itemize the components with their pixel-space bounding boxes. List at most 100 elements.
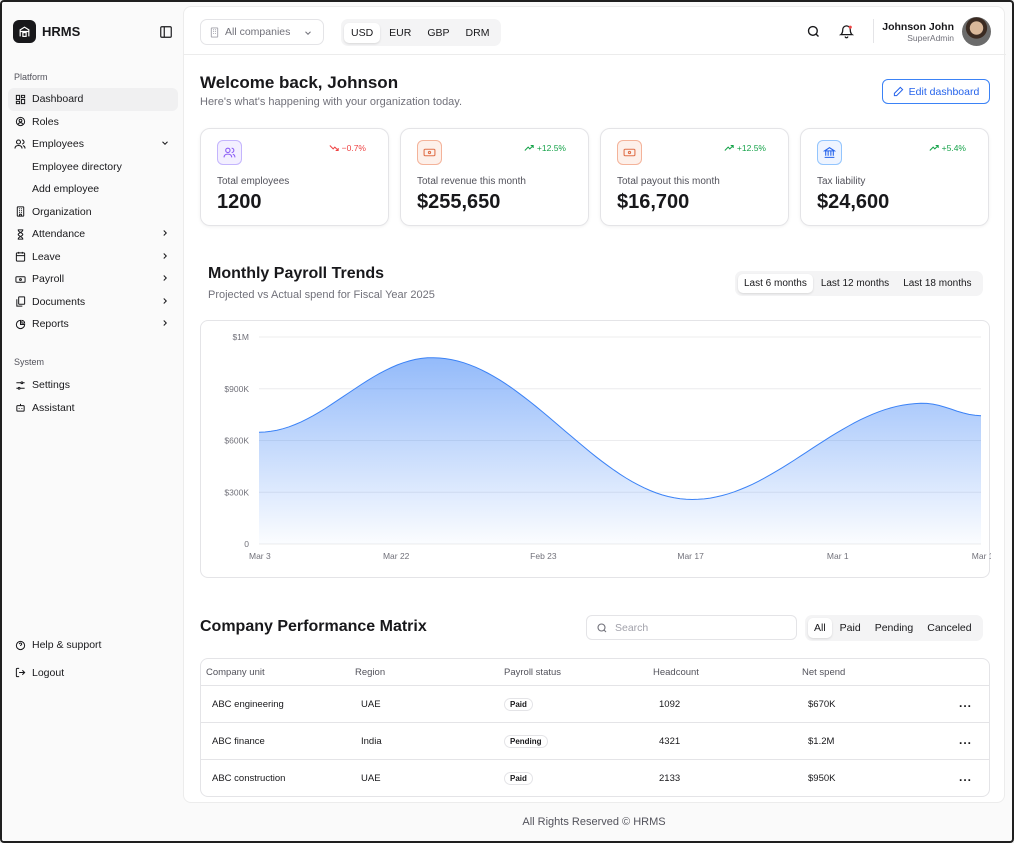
filter-canceled[interactable]: Canceled [927, 622, 972, 634]
more-actions-icon[interactable]: ... [959, 770, 973, 784]
more-actions-icon[interactable]: ... [959, 696, 973, 710]
sidebar-item-label: Employee directory [32, 160, 122, 173]
search-placeholder: Search [615, 621, 649, 634]
chart-line [258, 357, 982, 501]
column-header[interactable]: Headcount [653, 667, 699, 678]
sidebar-item-label: Dashboard [32, 93, 84, 106]
y-tick-label: $300K [224, 487, 249, 497]
topbar: All companies USD EUR GBP DRM Johnson Jo… [184, 7, 1006, 55]
edit-dashboard-button[interactable]: Edit dashboard [882, 79, 990, 104]
cell-unit: ABC engineering [212, 699, 284, 710]
table-row[interactable]: ABC engineering UAE Paid 1092 $670K ... [201, 686, 989, 723]
chart-area [259, 357, 981, 544]
filter-all[interactable]: All [808, 618, 832, 638]
hrms-logo-icon [13, 20, 36, 43]
banknote-icon [417, 140, 442, 165]
filter-pending[interactable]: Pending [874, 622, 914, 634]
company-select[interactable]: All companies [200, 19, 324, 45]
table-row[interactable]: ABC finance India Pending 4321 $1.2M ... [201, 723, 989, 760]
sidebar-item-organization[interactable]: Organization [8, 201, 178, 224]
users-icon [14, 138, 26, 150]
currency-drm[interactable]: DRM [465, 26, 490, 39]
stat-label: Total employees [217, 176, 290, 187]
sidebar-item-label: Reports [32, 318, 69, 331]
cell-headcount: 4321 [659, 736, 681, 747]
range-6-months[interactable]: Last 6 months [738, 274, 813, 293]
stat-card-revenue: +12.5% Total revenue this month $255,650 [400, 128, 589, 226]
cell-headcount: 2133 [659, 773, 681, 784]
section-label-platform: Platform [14, 72, 48, 82]
currency-usd[interactable]: USD [344, 22, 381, 43]
sidebar-item-add-employee[interactable]: Add employee [8, 178, 178, 201]
sidebar-item-documents[interactable]: Documents [8, 291, 178, 314]
bell-icon[interactable] [839, 24, 854, 39]
x-tick-label: Mar 1 [827, 551, 849, 561]
sidebar-item-settings[interactable]: Settings [8, 374, 178, 397]
cell-region: UAE [361, 773, 381, 784]
range-18-months[interactable]: Last 18 months [903, 278, 972, 289]
documents-icon [14, 296, 26, 308]
bank-icon [817, 140, 842, 165]
building-icon [210, 26, 219, 38]
chevron-right-icon [163, 230, 167, 236]
table-row[interactable]: ABC construction UAE Paid 2133 $950K ... [201, 760, 989, 796]
x-tick-label: Mar 3 [249, 551, 271, 561]
chevron-down-icon [162, 141, 168, 145]
sidebar-toggle-icon[interactable] [159, 25, 173, 39]
roles-icon [14, 116, 26, 128]
sidebar-item-label: Assistant [32, 401, 75, 414]
stat-label: Total revenue this month [417, 176, 526, 187]
brand[interactable]: HRMS [13, 20, 80, 43]
column-header[interactable]: Company unit [206, 667, 265, 678]
sidebar-item-employees[interactable]: Employees [8, 133, 178, 156]
cell-region: UAE [361, 699, 381, 710]
page-title: Welcome back, Johnson [200, 73, 399, 92]
sliders-icon [14, 379, 26, 391]
more-actions-icon[interactable]: ... [959, 733, 973, 747]
stat-card-tax: +5.4% Tax liability $24,600 [800, 128, 989, 226]
range-12-months[interactable]: Last 12 months [820, 278, 890, 289]
cell-spend: $1.2M [808, 736, 835, 747]
performance-table: Company unit Region Payroll status Headc… [200, 658, 990, 797]
sidebar-item-leave[interactable]: Leave [8, 246, 178, 269]
main-panel: All companies USD EUR GBP DRM Johnson Jo… [183, 6, 1006, 803]
cell-headcount: 1092 [659, 699, 681, 710]
trend-up-icon [524, 144, 534, 151]
sidebar-item-logout[interactable]: Logout [8, 662, 178, 685]
sidebar-item-roles[interactable]: Roles [8, 111, 178, 134]
currency-gbp[interactable]: GBP [427, 26, 450, 39]
stat-change-value: +12.5% [736, 143, 766, 153]
building-icon [14, 206, 26, 218]
stat-card-employees: −0.7% Total employees 1200 [200, 128, 389, 226]
brand-name: HRMS [42, 24, 81, 39]
currency-eur[interactable]: EUR [389, 26, 412, 39]
sidebar-item-employee-directory[interactable]: Employee directory [8, 156, 178, 179]
sidebar-item-dashboard[interactable]: Dashboard [8, 88, 178, 111]
stat-label: Total payout this month [617, 176, 720, 187]
sidebar-system-nav: Settings Assistant [8, 374, 178, 419]
sidebar-item-payroll[interactable]: Payroll [8, 268, 178, 291]
sidebar-item-attendance[interactable]: Attendance [8, 223, 178, 246]
column-header[interactable]: Net spend [802, 667, 846, 678]
avatar[interactable] [962, 17, 991, 46]
sidebar-item-help[interactable]: Help & support [8, 634, 178, 657]
sidebar-item-assistant[interactable]: Assistant [8, 397, 178, 420]
search-input[interactable]: Search [586, 615, 797, 640]
sidebar-item-reports[interactable]: Reports [8, 313, 178, 336]
filter-paid[interactable]: Paid [839, 622, 861, 634]
sidebar-item-label: Documents [32, 295, 86, 308]
currency-switch: USD EUR GBP DRM [341, 19, 502, 46]
edit-dashboard-label: Edit dashboard [908, 85, 980, 98]
x-tick-label: Mar 14 [972, 551, 991, 561]
stat-card-payout: +12.5% Total payout this month $16,700 [600, 128, 789, 226]
stat-change: +5.4% [929, 143, 966, 153]
column-header[interactable]: Payroll status [504, 667, 562, 678]
sidebar-item-label: Settings [32, 379, 70, 392]
cell-spend: $950K [808, 773, 836, 784]
chevron-down-icon [305, 31, 311, 35]
column-header[interactable]: Region [355, 667, 386, 678]
search-icon[interactable] [806, 24, 821, 39]
y-tick-label: $600K [224, 436, 249, 446]
